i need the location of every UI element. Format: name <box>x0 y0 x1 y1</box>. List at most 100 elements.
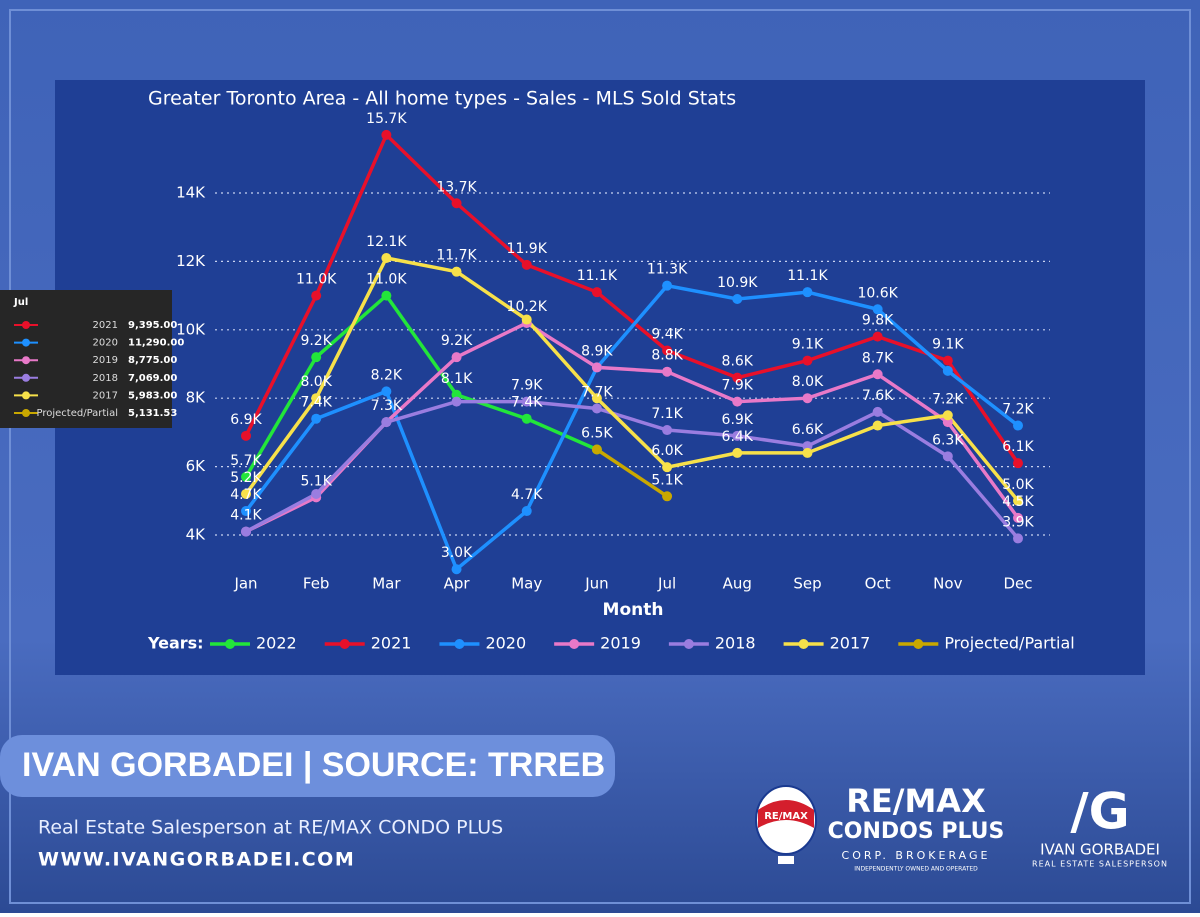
series-line <box>244 131 1020 465</box>
banner-text: IVAN GORBADEI | SOURCE: TRREB <box>22 746 605 784</box>
legend-dot <box>339 639 350 649</box>
legend-label: 2017 <box>830 634 871 653</box>
point <box>311 290 322 301</box>
x-tick-label: Oct <box>865 575 891 593</box>
point <box>591 362 602 373</box>
tooltip-dot <box>22 321 30 329</box>
person: IVAN GORBADEI <box>1040 841 1160 859</box>
tooltip-dot <box>22 356 30 365</box>
data-label: 9.2K <box>441 333 473 349</box>
data-label: 8.1K <box>441 371 473 387</box>
x-tick-label: Apr <box>444 575 471 593</box>
tooltip-label: 2021 <box>93 320 118 331</box>
data-label: 11.9K <box>507 241 548 257</box>
point <box>802 447 813 458</box>
data-label: 4.5K <box>1002 494 1034 510</box>
banner <box>0 735 615 797</box>
point <box>732 430 743 441</box>
point <box>521 506 532 517</box>
point <box>381 290 392 301</box>
tooltip-title: Jul <box>13 297 28 308</box>
x-tick-label: Mar <box>372 575 401 593</box>
chart-title: Greater Toronto Area - All home types - … <box>148 88 736 110</box>
point <box>591 393 602 404</box>
tooltip-dot <box>22 409 30 417</box>
legend-dot <box>225 639 235 649</box>
point <box>241 430 251 441</box>
point <box>451 198 462 209</box>
data-label: 11.0K <box>296 272 337 288</box>
point <box>591 287 602 298</box>
data-label: 6.9K <box>230 412 262 428</box>
brand-line4: INDEPENDENTLY OWNED AND OPERATED <box>854 866 978 873</box>
data-label: 8.7K <box>862 350 894 366</box>
legend-label: Projected/Partial <box>944 634 1074 653</box>
point <box>872 331 883 342</box>
data-label: 6.4K <box>722 429 754 445</box>
data-label: 7.4K <box>511 395 543 411</box>
y-tick-label: 10K <box>176 320 206 338</box>
data-label: 6.9K <box>722 412 754 428</box>
data-label: 10.9K <box>717 275 758 291</box>
subtitle: Real Estate Salesperson at RE/MAX CONDO … <box>38 817 503 839</box>
legend-dot <box>454 639 465 649</box>
monogram: /G <box>1070 783 1129 841</box>
series-line <box>245 399 1020 540</box>
point <box>381 386 392 397</box>
data-label: 8.9K <box>581 343 613 359</box>
tooltip-value: 7,069.00 <box>128 373 177 384</box>
point <box>521 314 532 325</box>
data-label: 3.9K <box>1002 514 1034 530</box>
legend-label: 2020 <box>485 634 526 653</box>
point <box>451 266 462 277</box>
data-label: 6.0K <box>651 443 683 459</box>
data-label: 7.6K <box>862 388 894 404</box>
legend-label: 2022 <box>256 634 297 653</box>
y-tick-label: 8K <box>186 389 207 407</box>
data-label: 6.5K <box>581 426 613 442</box>
data-label: 7.2K <box>1002 402 1034 418</box>
tooltip-value: 8,775.00 <box>128 355 177 366</box>
point <box>521 396 532 407</box>
data-label: 7.9K <box>722 378 754 394</box>
series-line <box>244 293 598 478</box>
data-label: 7.7K <box>581 384 613 400</box>
tooltip-value: 11,290.00 <box>128 338 184 349</box>
point <box>872 369 883 380</box>
point <box>732 372 743 383</box>
legend-dot <box>683 639 694 649</box>
x-tick-label: Nov <box>933 575 962 593</box>
point <box>662 345 673 356</box>
data-label: 15.7K <box>366 111 407 127</box>
tooltip-dot <box>22 373 30 382</box>
data-label: 9.8K <box>862 313 894 329</box>
point <box>1013 512 1023 523</box>
data-label: 7.3K <box>371 398 403 414</box>
balloon-text: RE/MAX <box>764 811 808 822</box>
data-label: 7.4K <box>300 395 332 411</box>
legend-label: 2021 <box>371 634 412 653</box>
data-label: 5.0K <box>1002 477 1034 493</box>
point <box>1013 420 1023 431</box>
data-label: 11.7K <box>436 248 477 264</box>
y-tick-label: 12K <box>176 252 206 270</box>
data-label: 13.7K <box>436 179 477 195</box>
x-tick-label: Sep <box>793 575 821 593</box>
point <box>872 304 883 315</box>
point <box>942 417 953 428</box>
x-axis-title: Month <box>603 600 664 620</box>
frame <box>9 9 1191 904</box>
point <box>662 491 673 502</box>
chart-panel <box>55 80 1145 675</box>
legend-title: Years: <box>147 634 204 653</box>
point <box>311 413 322 424</box>
legend-dot <box>798 639 809 649</box>
data-label: 11.1K <box>577 268 618 284</box>
point <box>802 393 813 404</box>
data-label: 7.2K <box>932 391 964 407</box>
x-tick-label: Jul <box>657 575 676 593</box>
data-label: 4.7K <box>230 487 262 503</box>
point <box>451 564 462 575</box>
series-line <box>595 448 669 498</box>
x-tick-label: Jun <box>584 575 608 593</box>
